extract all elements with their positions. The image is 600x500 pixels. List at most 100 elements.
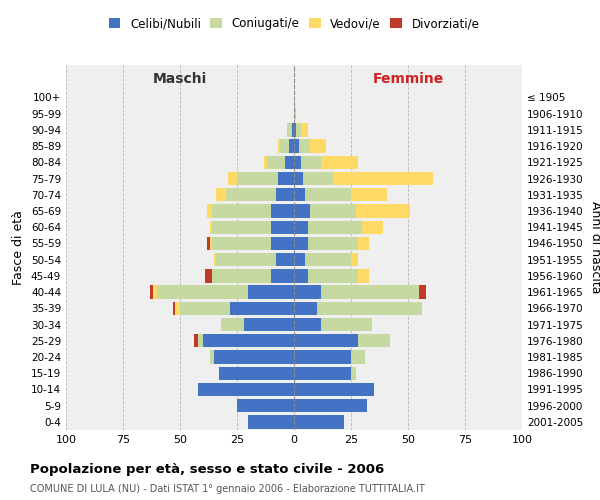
Bar [271,269,294,282]
Bar [289,140,294,153]
Bar [221,318,244,331]
Bar [285,156,294,169]
Bar [198,383,294,396]
Bar [358,269,369,282]
Bar [305,188,351,202]
Bar [294,318,322,331]
Bar [205,269,212,282]
Bar [209,237,212,250]
Bar [322,156,358,169]
Bar [266,156,285,169]
Bar [301,156,322,169]
Bar [419,286,426,299]
Bar [333,172,433,185]
Bar [208,204,212,218]
Bar [271,237,294,250]
Bar [294,350,351,364]
Bar [276,188,294,202]
Bar [294,383,374,396]
Bar [237,172,278,185]
Bar [351,188,388,202]
Bar [209,220,212,234]
Bar [322,286,419,299]
Bar [294,415,344,428]
Bar [212,220,271,234]
Bar [287,123,292,136]
Bar [203,334,294,347]
Bar [294,172,303,185]
Bar [351,366,356,380]
Bar [351,253,358,266]
Bar [278,172,294,185]
Y-axis label: Fasce di età: Fasce di età [13,210,25,285]
Bar [194,334,198,347]
Bar [301,123,308,136]
Bar [294,204,310,218]
Bar [248,415,294,428]
Bar [294,156,301,169]
Bar [294,123,296,136]
Text: Femmine: Femmine [373,72,443,86]
Bar [265,156,266,169]
Bar [294,237,308,250]
Bar [294,269,308,282]
Bar [351,350,365,364]
Bar [294,334,358,347]
Bar [358,237,369,250]
Bar [294,399,367,412]
Bar [151,286,152,299]
Text: COMUNE DI LULA (NU) - Dati ISTAT 1° gennaio 2006 - Elaborazione TUTTITALIA.IT: COMUNE DI LULA (NU) - Dati ISTAT 1° genn… [30,484,425,494]
Bar [230,302,294,315]
Bar [299,140,310,153]
Bar [217,188,226,202]
Bar [248,286,294,299]
Bar [209,350,214,364]
Bar [280,140,289,153]
Text: Popolazione per età, sesso e stato civile - 2006: Popolazione per età, sesso e stato civil… [30,462,384,475]
Bar [356,204,410,218]
Bar [294,302,317,315]
Bar [303,172,333,185]
Bar [308,269,358,282]
Bar [226,188,276,202]
Bar [271,220,294,234]
Bar [173,302,175,315]
Y-axis label: Anni di nascita: Anni di nascita [589,201,600,294]
Bar [310,140,326,153]
Bar [212,269,271,282]
Bar [276,253,294,266]
Bar [292,123,294,136]
Bar [198,334,203,347]
Bar [358,334,390,347]
Bar [278,140,280,153]
Bar [217,253,276,266]
Bar [175,302,180,315]
Bar [317,302,422,315]
Bar [208,237,209,250]
Text: Maschi: Maschi [153,72,207,86]
Bar [212,237,271,250]
Bar [294,366,351,380]
Bar [294,107,296,120]
Bar [244,318,294,331]
Bar [362,220,383,234]
Bar [237,399,294,412]
Bar [305,253,351,266]
Bar [294,140,299,153]
Bar [322,318,371,331]
Bar [294,286,322,299]
Bar [308,237,358,250]
Bar [219,366,294,380]
Bar [228,172,237,185]
Bar [296,123,301,136]
Bar [294,253,305,266]
Bar [157,286,248,299]
Bar [212,204,271,218]
Bar [308,220,362,234]
Legend: Celibi/Nubili, Coniugati/e, Vedovi/e, Divorziati/e: Celibi/Nubili, Coniugati/e, Vedovi/e, Di… [104,12,484,35]
Bar [152,286,157,299]
Bar [214,253,217,266]
Bar [294,220,308,234]
Bar [214,350,294,364]
Bar [310,204,356,218]
